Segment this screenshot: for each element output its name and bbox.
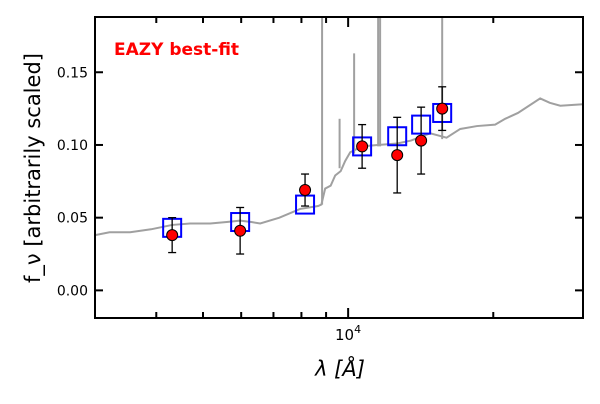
observed-point <box>415 134 428 147</box>
x-tick-label: 104 <box>335 323 361 344</box>
y-tick-label: 0.05 <box>57 211 88 227</box>
spectrum-line <box>95 97 583 237</box>
x-axis-label: λ [Å] <box>314 355 365 381</box>
y-axis-label: f_ν [arbitrarily scaled] <box>21 53 46 283</box>
observed-point <box>299 184 312 197</box>
observed-point <box>436 102 449 115</box>
y-tick-label: 0.10 <box>57 138 88 154</box>
y-tick-label: 0.15 <box>57 65 88 81</box>
y-tick-label: 0.00 <box>57 283 88 299</box>
plot-frame <box>94 16 584 319</box>
observed-point <box>391 149 404 162</box>
observed-point <box>234 224 247 237</box>
observed-point <box>356 140 369 153</box>
annotation-label: EAZY best-fit <box>114 40 239 60</box>
observed-point <box>166 229 179 242</box>
